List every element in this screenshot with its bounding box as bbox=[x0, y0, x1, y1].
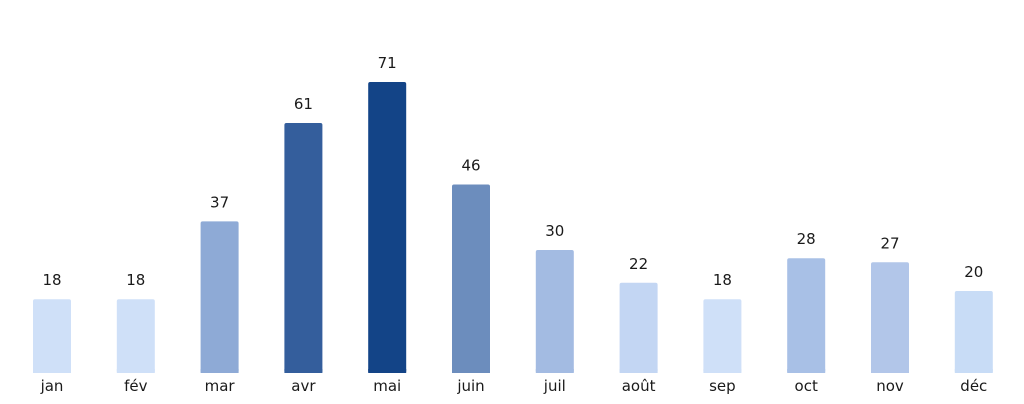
x-tick-label-4: mai bbox=[373, 377, 401, 395]
bar-6 bbox=[535, 250, 574, 373]
data-label-8: 18 bbox=[713, 271, 732, 289]
data-label-4: 71 bbox=[378, 54, 397, 72]
x-tick-label-0: jan bbox=[40, 377, 64, 395]
data-label-7: 22 bbox=[629, 255, 648, 273]
bar-base-1 bbox=[116, 369, 155, 373]
data-label-11: 20 bbox=[964, 263, 983, 281]
bar-10 bbox=[871, 262, 909, 373]
bar-8 bbox=[703, 299, 742, 373]
bar-9 bbox=[787, 258, 826, 373]
data-label-6: 30 bbox=[545, 222, 564, 240]
bar-base-9 bbox=[787, 369, 826, 373]
bar-base-10 bbox=[871, 369, 909, 373]
x-tick-label-10: nov bbox=[876, 377, 904, 395]
x-tick-label-3: avr bbox=[291, 377, 316, 395]
x-tick-label-11: déc bbox=[960, 377, 987, 395]
data-label-0: 18 bbox=[42, 271, 61, 289]
x-tick-label-6: juil bbox=[543, 377, 566, 395]
data-label-10: 27 bbox=[880, 234, 899, 252]
bar-base-8 bbox=[703, 369, 742, 373]
bar-base-6 bbox=[535, 369, 574, 373]
data-label-1: 18 bbox=[126, 271, 145, 289]
data-label-2: 37 bbox=[210, 193, 229, 211]
x-tick-label-7: août bbox=[622, 377, 656, 395]
bar-5 bbox=[452, 184, 490, 373]
bar-base-11 bbox=[954, 369, 993, 373]
x-tick-label-5: juin bbox=[456, 377, 484, 395]
bar-7 bbox=[619, 282, 658, 373]
bar-1 bbox=[116, 299, 155, 373]
bar-11 bbox=[954, 291, 993, 373]
x-tick-label-9: oct bbox=[795, 377, 818, 395]
x-tick-label-1: fév bbox=[124, 377, 148, 395]
bar-4 bbox=[368, 82, 407, 373]
data-label-3: 61 bbox=[294, 95, 313, 113]
data-label-9: 28 bbox=[797, 230, 816, 248]
bar-base-3 bbox=[284, 369, 323, 373]
bar-3 bbox=[284, 123, 323, 373]
bar-base-5 bbox=[452, 369, 490, 373]
bar-base-0 bbox=[33, 369, 71, 373]
bar-base-7 bbox=[619, 369, 658, 373]
bar-0 bbox=[33, 299, 71, 373]
x-tick-label-2: mar bbox=[205, 377, 236, 395]
bar-base-4 bbox=[368, 369, 407, 373]
bar-2 bbox=[200, 221, 239, 373]
x-tick-label-8: sep bbox=[709, 377, 736, 395]
bar-base-2 bbox=[200, 369, 239, 373]
data-label-5: 46 bbox=[461, 157, 480, 175]
